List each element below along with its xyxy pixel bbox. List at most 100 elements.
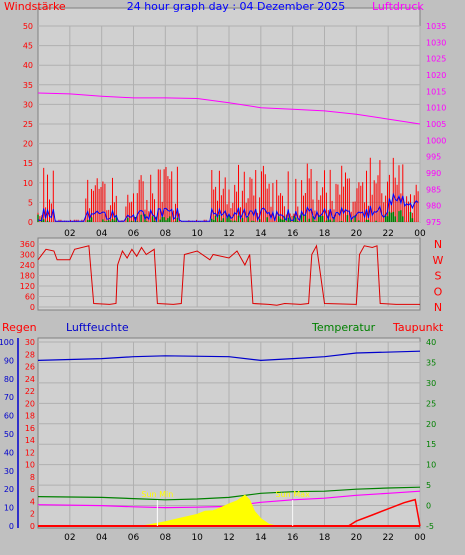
temperature-tick-label: 20 <box>426 420 436 429</box>
climate-time-tick-label: 14 <box>255 533 267 543</box>
direction-tick-label: 120 <box>20 282 35 291</box>
direction-tick-label: 60 <box>25 293 35 302</box>
humidity-tick-label: 40 <box>4 448 14 457</box>
humidity-tick-label: 100 <box>0 338 14 347</box>
sun-annotation: Sun Max <box>276 490 311 499</box>
pressure-tick-label: 1025 <box>426 55 446 64</box>
temperature-tick-label: -5 <box>426 522 434 531</box>
temperature-tick-label: 5 <box>426 481 431 490</box>
pressure-tick-label: 975 <box>426 218 441 227</box>
rain-tick-label: 2 <box>30 510 35 519</box>
temperature-tick-label: 30 <box>426 379 436 388</box>
wind-direction-marks <box>37 244 420 306</box>
wind-time-tick-label: 10 <box>191 229 203 239</box>
pressure-tick-label: 980 <box>426 202 441 211</box>
pressure-tick-label: 990 <box>426 169 441 178</box>
wind-time-tick-label: 02 <box>64 229 75 239</box>
humidity-temperature-marks: Sun Min Sun Max <box>37 350 421 527</box>
wind-speed-tick-label: 25 <box>23 120 33 129</box>
rain-tick-label: 4 <box>30 497 35 506</box>
wind-speed-tick-label: 10 <box>23 179 33 188</box>
humidity-label: Luftfeuchte <box>66 321 129 334</box>
humidity-tick-label: 30 <box>4 467 14 476</box>
rain-tick-label: 16 <box>25 424 35 433</box>
wind-pressure-grid <box>38 25 421 223</box>
pressure-tick-label: 995 <box>426 153 441 162</box>
direction-tick-label: 360 <box>20 240 35 249</box>
climate-time-axis: 02 04 06 08 10 12 14 16 18 20 22 00 <box>64 533 426 543</box>
pressure-line <box>37 92 421 125</box>
wind-speed-label: Windstärke <box>4 0 66 13</box>
climate-time-tick-label: 22 <box>382 533 393 543</box>
sun-area <box>141 494 277 527</box>
climate-time-tick-label: 10 <box>191 533 203 543</box>
humidity-axis: 0 10 20 30 40 50 60 70 80 90 100 <box>0 338 14 531</box>
climate-time-tick-label: 20 <box>351 533 363 543</box>
temperature-tick-label: 40 <box>426 338 436 347</box>
pressure-tick-label: 1020 <box>426 71 446 80</box>
compass-label: N <box>434 238 442 251</box>
pressure-tick-label: 1030 <box>426 38 446 47</box>
climate-time-tick-label: 08 <box>160 533 172 543</box>
compass-label: W <box>433 254 444 267</box>
climate-time-tick-label: 12 <box>223 533 234 543</box>
rain-tick-label: 8 <box>30 473 35 482</box>
pressure-tick-label: 985 <box>426 185 441 194</box>
rain-tick-label: 24 <box>25 375 35 384</box>
wind-direction-line <box>37 244 420 306</box>
humidity-tick-label: 80 <box>4 375 14 384</box>
pressure-label: Luftdruck <box>372 0 424 13</box>
climate-time-tick-label: 00 <box>414 533 426 543</box>
wind-time-tick-label: 14 <box>255 229 267 239</box>
sun-annotation: Sun Min <box>141 490 173 499</box>
direction-tick-label: 180 <box>20 272 35 281</box>
rain-tick-label: 0 <box>30 522 35 531</box>
temperature-tick-label: 15 <box>426 440 436 449</box>
climate-time-tick-label: 18 <box>319 533 331 543</box>
humidity-tick-label: 50 <box>4 430 14 439</box>
pressure-tick-label: 1035 <box>426 22 446 31</box>
temperature-tick-label: 0 <box>426 502 431 511</box>
humidity-line <box>37 350 421 362</box>
wind-speed-tick-label: 35 <box>23 81 33 90</box>
wind-time-tick-label: 18 <box>319 229 331 239</box>
wind-speed-tick-label: 15 <box>23 159 33 168</box>
wind-speed-tick-label: 30 <box>23 100 33 109</box>
wind-speed-tick-label: 5 <box>28 198 33 207</box>
humidity-tick-label: 60 <box>4 412 14 421</box>
average-wind-line <box>37 192 419 223</box>
climate-time-tick-label: 16 <box>287 533 299 543</box>
climate-time-tick-label: 06 <box>128 533 140 543</box>
pressure-tick-label: 1005 <box>426 120 446 129</box>
wind-speed-tick-label: 45 <box>23 42 33 51</box>
rain-tick-label: 14 <box>25 436 35 445</box>
compass-label: S <box>435 270 442 283</box>
rain-tick-label: 30 <box>25 338 35 347</box>
temperature-tick-label: 25 <box>426 399 436 408</box>
wind-time-tick-label: 12 <box>223 229 234 239</box>
pressure-tick-label: 1000 <box>426 136 446 145</box>
wind-speed-tick-label: 50 <box>23 22 33 31</box>
wind-time-axis: 02 04 06 08 10 12 14 16 18 20 22 00 <box>64 229 426 239</box>
wind-speed-tick-label: 40 <box>23 61 33 70</box>
wind-time-tick-label: 20 <box>351 229 363 239</box>
direction-tick-label: 240 <box>20 261 35 270</box>
humidity-tick-label: 0 <box>9 522 14 531</box>
wind-time-tick-label: 04 <box>96 229 108 239</box>
pressure-tick-label: 1015 <box>426 87 446 96</box>
rain-tick-label: 28 <box>25 350 35 359</box>
humidity-tick-label: 70 <box>4 393 14 402</box>
rain-tick-label: 26 <box>25 363 35 372</box>
wind-time-tick-label: 08 <box>160 229 172 239</box>
wind-time-tick-label: 22 <box>382 229 393 239</box>
humidity-tick-label: 20 <box>4 485 14 494</box>
pressure-tick-label: 1010 <box>426 104 446 113</box>
wind-time-tick-label: 16 <box>287 229 299 239</box>
rain-tick-label: 22 <box>25 387 35 396</box>
